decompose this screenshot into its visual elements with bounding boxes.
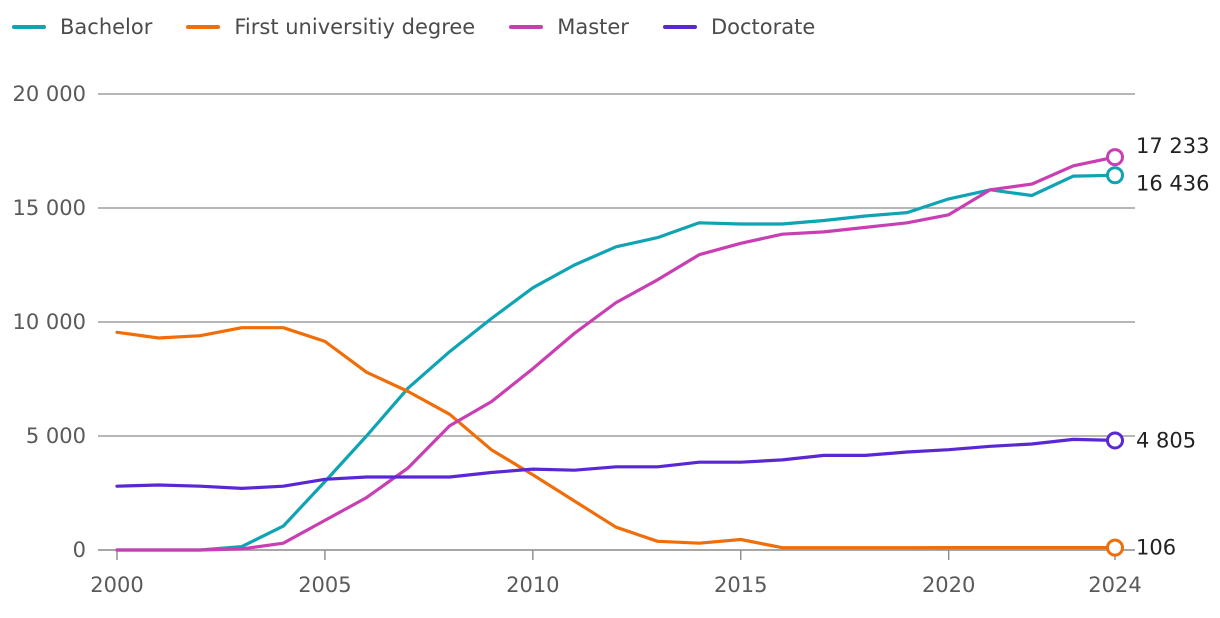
y-tick-label: 0 [73,538,86,562]
end-markers [1106,148,1124,557]
legend-item-master: Master [509,15,629,39]
y-tick-label: 5 000 [26,424,86,448]
legend-swatch-first-university-degree [186,25,221,29]
y-tick-label: 10 000 [13,310,86,334]
end-marker-bachelor [1106,166,1124,185]
end-marker-master [1106,148,1124,167]
x-tick-label: 2005 [298,573,351,597]
y-tick-label: 20 000 [13,82,86,106]
legend-label-master: Master [557,15,629,39]
end-marker-first-universitiy-degree [1106,538,1124,557]
y-tick-label: 15 000 [13,196,86,220]
end-label-doctorate: 4 805 [1136,428,1196,452]
series-line-first-universitiy-degree [115,326,1117,550]
end-value-labels: 16 436 106 17 233 4 805 [1136,134,1209,559]
end-label-first-universitiy-degree: 106 [1136,536,1176,560]
legend-item-first-university-degree: First universitiy degree [186,15,475,39]
legend-label-bachelor: Bachelor [60,15,153,39]
legend-swatch-master [509,25,544,29]
y-axis-tick-labels: 0 5 000 10 000 15 000 20 000 [13,82,86,562]
end-label-master: 17 233 [1136,134,1209,158]
series-lines [115,155,1117,552]
chart-legend: Bachelor First universitiy degree Master… [12,12,849,42]
legend-item-bachelor: Bachelor [12,15,152,39]
x-tick-label: 2020 [922,573,975,597]
end-marker-doctorate [1106,431,1124,450]
x-axis: 2000 2005 2010 2015 2020 2024 [90,550,1142,597]
series-line-bachelor [115,173,1117,552]
legend-item-doctorate: Doctorate [662,15,816,39]
gridlines [98,93,1135,551]
end-label-bachelor: 16 436 [1136,171,1209,195]
x-tick-label: 2015 [714,573,767,597]
legend-swatch-doctorate [662,25,697,29]
legend-label-first-university-degree: First universitiy degree [234,15,476,39]
x-tick-label: 2000 [90,573,143,597]
legend-swatch-bachelor [12,25,46,29]
series-line-doctorate [115,437,1117,490]
x-tick-label: 2024 [1088,573,1141,597]
series-line-master [115,155,1117,552]
x-tick-label: 2010 [506,573,559,597]
legend-label-doctorate: Doctorate [710,15,816,39]
